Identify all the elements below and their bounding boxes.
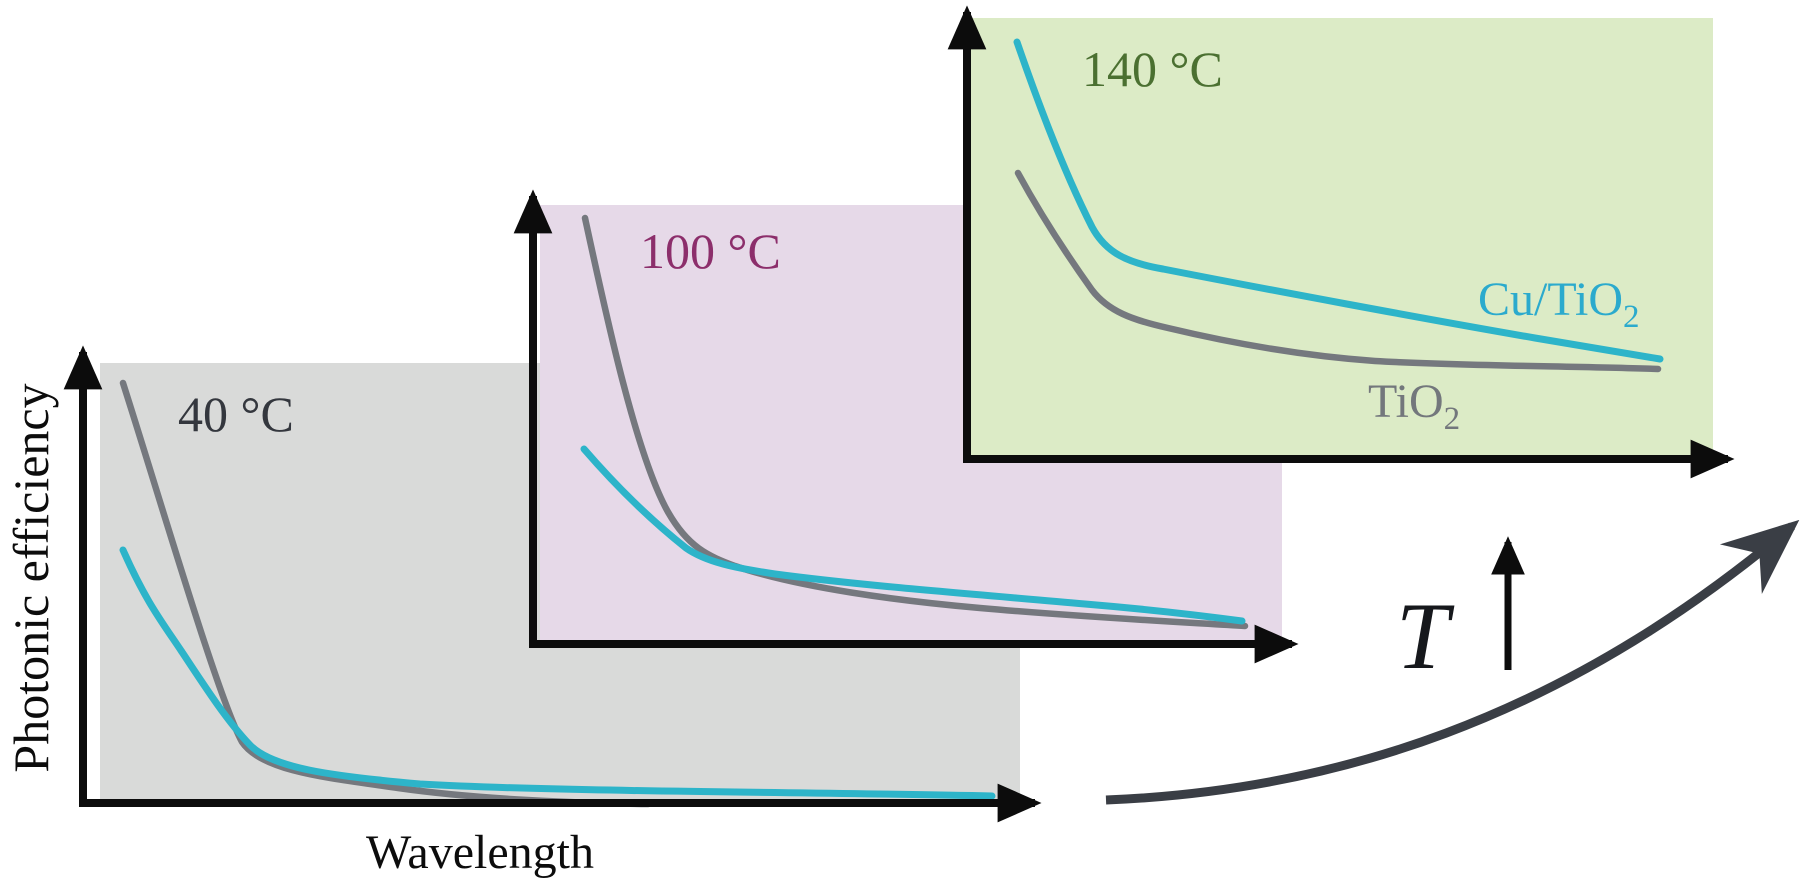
panel-140c-background <box>967 18 1713 461</box>
cu-tio2-series-label-text: Cu/TiO <box>1478 273 1623 326</box>
temp-label-100c: 100 °C <box>640 223 781 279</box>
tio2-series-label-text: TiO <box>1368 375 1444 428</box>
temperature-symbol: T <box>1396 583 1455 689</box>
cu-tio2-curve-140c <box>1013 38 1664 363</box>
cu-tio2-curve-100c <box>580 445 1246 625</box>
tio2-curve-140c <box>1014 169 1662 373</box>
temp-label-140c: 140 °C <box>1082 41 1223 97</box>
cu-tio2-series-label: Cu/TiO2 <box>1478 273 1639 335</box>
cu-tio2-curve-40c <box>119 546 996 800</box>
tio2-series-label: TiO2 <box>1368 375 1460 437</box>
cu-tio2-series-label-sub: 2 <box>1623 299 1640 335</box>
temperature-trend-arrow <box>1105 519 1800 805</box>
tio2-series-label-sub: 2 <box>1444 401 1461 437</box>
panel-140c: 140 °C Cu/TiO2 TiO2 <box>947 5 1735 479</box>
temp-label-40c: 40 °C <box>178 386 294 442</box>
x-axis-title: Wavelength <box>366 826 594 879</box>
y-axis-title: Photonic efficiency <box>3 383 59 772</box>
temperature-annotation: T <box>1105 519 1800 805</box>
